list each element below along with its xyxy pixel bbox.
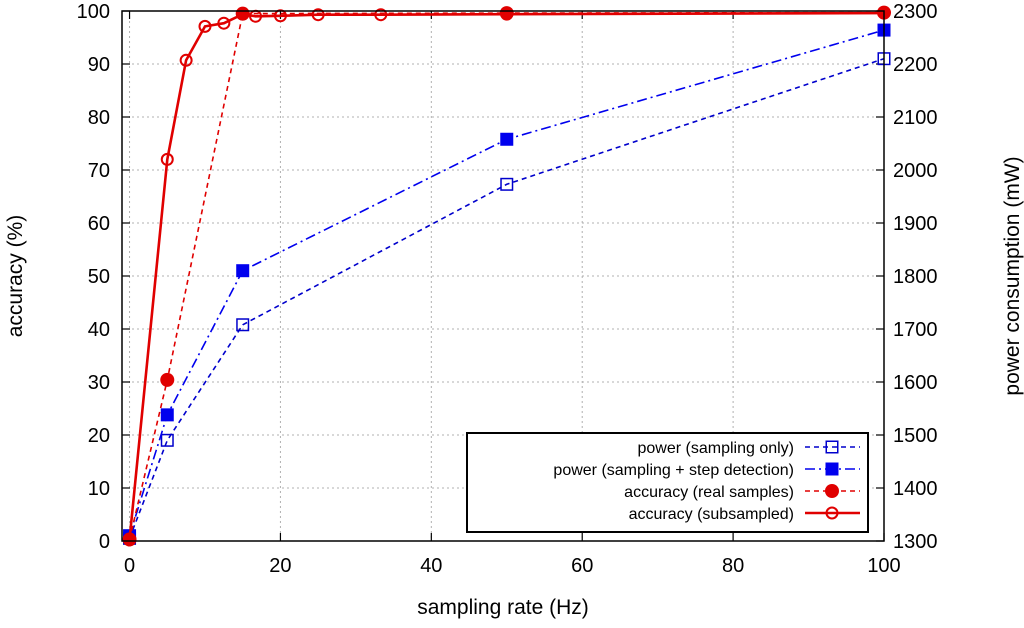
legend-marker: [825, 462, 839, 476]
y-right-tick-label: 1400: [893, 478, 938, 500]
y-left-tick-label: 0: [99, 531, 110, 553]
x-tick-label: 0: [124, 555, 135, 577]
y-right-tick-label: 2300: [893, 1, 938, 23]
data-point: [236, 7, 250, 21]
y-left-tick-label: 50: [88, 266, 110, 288]
y-right-tick-label: 1300: [893, 531, 938, 553]
y-left-tick-label: 30: [88, 372, 110, 394]
data-point: [217, 16, 231, 30]
series-layer: [122, 5, 891, 547]
data-point: [374, 8, 388, 22]
legend-marker: [825, 484, 839, 498]
y-right-tick-label: 1900: [893, 213, 938, 235]
data-point: [160, 408, 174, 422]
data-point: [160, 152, 174, 166]
plot-frame: [121, 10, 885, 542]
y-left-tick-label: 80: [88, 107, 110, 129]
legend-marker: [825, 506, 839, 520]
y-right-tick-label: 1500: [893, 425, 938, 447]
y-left-tick-label: 100: [77, 1, 110, 23]
y-left-tick-label: 70: [88, 160, 110, 182]
series-line: [128, 57, 885, 539]
data-point: [236, 264, 250, 278]
data-point: [123, 533, 137, 547]
y-right-axis-title: power consumption (mW): [1001, 156, 1024, 395]
x-tick-label: 20: [269, 555, 291, 577]
y-right-tick-label: 1600: [893, 372, 938, 394]
y-right-tick-label: 2100: [893, 107, 938, 129]
legend: power (sampling only) power (sampling + s…: [466, 432, 869, 533]
y-left-tick-label: 20: [88, 425, 110, 447]
series-4: [123, 6, 891, 547]
legend-label: power (sampling only): [637, 440, 794, 457]
data-point: [500, 132, 514, 146]
series-2: [123, 23, 891, 543]
x-tick-label: 60: [571, 555, 593, 577]
data-point: [198, 19, 212, 33]
legend-marker: [825, 440, 839, 454]
data-point: [311, 8, 325, 22]
y-right-tick-label: 2000: [893, 160, 938, 182]
data-point: [500, 7, 514, 21]
data-point: [160, 433, 174, 447]
x-tick-label: 100: [867, 555, 900, 577]
x-tick-label: 80: [722, 555, 744, 577]
data-point: [236, 318, 250, 332]
data-point: [160, 372, 175, 387]
y-left-tick-label: 60: [88, 213, 110, 235]
legend-label: accuracy (real samples): [624, 484, 794, 501]
legend-label: power (sampling + step detection): [553, 462, 794, 479]
y-right-tick-label: 1800: [893, 266, 938, 288]
x-axis-title: sampling rate (Hz): [417, 596, 589, 619]
y-left-axis-title: accuracy (%): [4, 215, 27, 338]
x-tick-label: 40: [420, 555, 442, 577]
axis-ticks: 0 20 40 60 80 1000102030405060708090100130014…: [77, 1, 938, 577]
y-left-tick-label: 40: [88, 319, 110, 341]
legend-label: accuracy (subsampled): [629, 506, 794, 523]
y-right-tick-label: 1700: [893, 319, 938, 341]
y-left-tick-label: 10: [88, 478, 110, 500]
data-point: [500, 177, 514, 191]
y-left-tick-label: 90: [88, 54, 110, 76]
data-point: [179, 53, 193, 67]
y-right-tick-label: 2200: [893, 54, 938, 76]
legend-box: [466, 432, 869, 533]
